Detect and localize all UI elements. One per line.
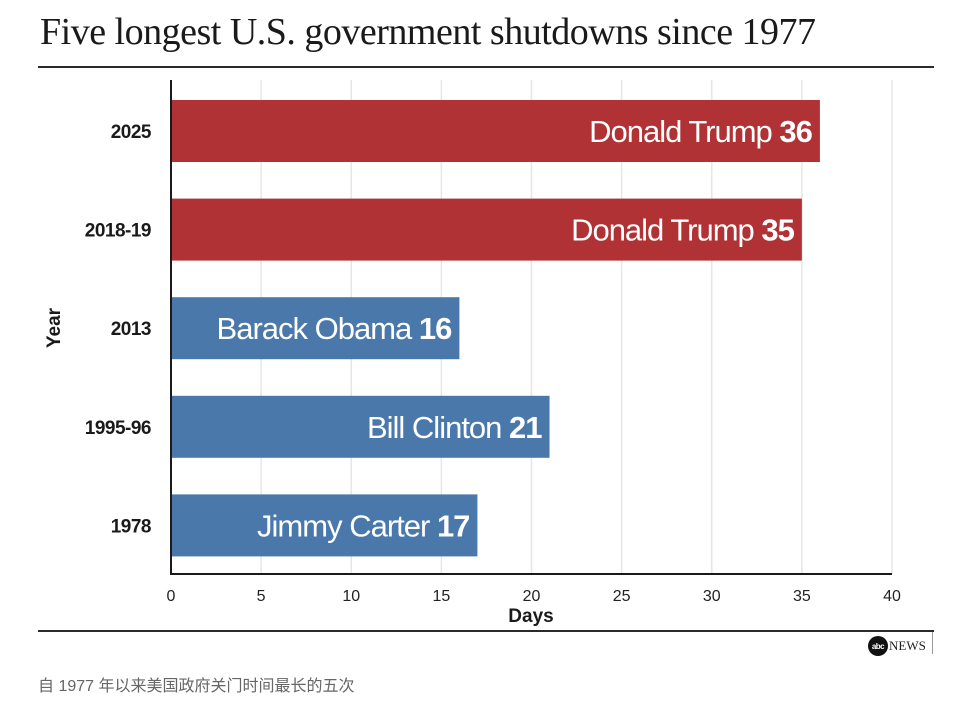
- x-tick-label: 10: [342, 588, 360, 605]
- y-tick-label: 1995-96: [85, 418, 151, 439]
- bar: [171, 100, 820, 162]
- bar-label: Donald Trump 35: [571, 213, 795, 248]
- bar-label-value: 36: [779, 114, 812, 149]
- x-tick-label: 15: [432, 588, 450, 605]
- bar-label: Barack Obama 16: [217, 311, 453, 346]
- bar-label-value: 16: [419, 311, 452, 346]
- x-tick-label: 40: [883, 588, 901, 605]
- bar: [171, 297, 460, 360]
- bar-label-value: 17: [437, 508, 469, 543]
- abc-logo-disc: abc: [868, 636, 888, 656]
- x-tick-label: 35: [793, 588, 811, 605]
- y-tick-label: 2013: [111, 319, 151, 340]
- chart-title: Five longest U.S. government shutdowns s…: [40, 11, 816, 53]
- bar-label-value: 35: [761, 213, 794, 248]
- x-tick-label: 0: [167, 588, 176, 605]
- bar-label: Donald Trump 36: [589, 114, 813, 149]
- x-tick-label: 25: [613, 588, 631, 605]
- bar-label: Jimmy Carter 17: [257, 508, 469, 543]
- y-tick-label: 1978: [111, 516, 151, 537]
- x-tick-label: 5: [257, 588, 266, 605]
- title-rule: [38, 66, 934, 68]
- bar-label-name: Donald Trump: [571, 213, 761, 248]
- bar-label-name: Barack Obama: [217, 311, 419, 346]
- bar-label-name: Jimmy Carter: [257, 508, 437, 543]
- bar-label-name: Bill Clinton: [367, 410, 509, 445]
- y-tick-label: 2018-19: [85, 221, 151, 242]
- gridlines: [260, 80, 893, 574]
- x-tick-label: 30: [703, 588, 721, 605]
- abc-news-logo: abc NEWS: [868, 636, 926, 656]
- bar-label-value: 21: [509, 410, 542, 445]
- bar-label: Bill Clinton 21: [367, 410, 542, 445]
- bar: [171, 395, 550, 458]
- bar: [171, 494, 478, 557]
- x-tick-label: 20: [523, 588, 541, 605]
- bar-label-name: Donald Trump: [589, 114, 779, 149]
- footer-rule: [38, 630, 934, 632]
- y-tick-labels: 2025 2018-19 2013 1995-96 1978: [85, 122, 153, 537]
- y-axis-title: Year: [44, 307, 65, 348]
- x-axis-title: Days: [508, 606, 553, 627]
- footer-rule-edge: [932, 632, 933, 654]
- news-wordmark: NEWS: [889, 638, 926, 653]
- bar: [171, 198, 802, 261]
- y-tick-label: 2025: [111, 122, 152, 143]
- image-caption: 自 1977 年以来美国政府关门时间最长的五次: [38, 678, 355, 695]
- x-tick-labels: 0 5 10 15 20 25 30 35 40: [167, 588, 901, 605]
